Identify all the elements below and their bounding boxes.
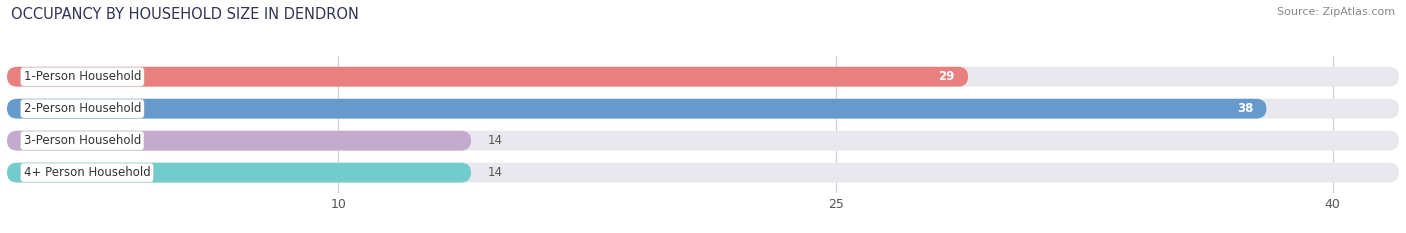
FancyBboxPatch shape [7,99,1399,119]
Text: Source: ZipAtlas.com: Source: ZipAtlas.com [1277,7,1395,17]
Text: OCCUPANCY BY HOUSEHOLD SIZE IN DENDRON: OCCUPANCY BY HOUSEHOLD SIZE IN DENDRON [11,7,359,22]
Text: 14: 14 [488,134,502,147]
FancyBboxPatch shape [7,131,1399,151]
FancyBboxPatch shape [7,67,969,87]
Text: 2-Person Household: 2-Person Household [24,102,141,115]
Text: 4+ Person Household: 4+ Person Household [24,166,150,179]
Text: 29: 29 [938,70,955,83]
FancyBboxPatch shape [7,131,471,151]
FancyBboxPatch shape [7,67,1399,87]
Text: 14: 14 [488,166,502,179]
Text: 3-Person Household: 3-Person Household [24,134,141,147]
FancyBboxPatch shape [7,99,1267,119]
FancyBboxPatch shape [7,163,1399,182]
Text: 1-Person Household: 1-Person Household [24,70,141,83]
FancyBboxPatch shape [7,163,471,182]
Text: 38: 38 [1237,102,1253,115]
